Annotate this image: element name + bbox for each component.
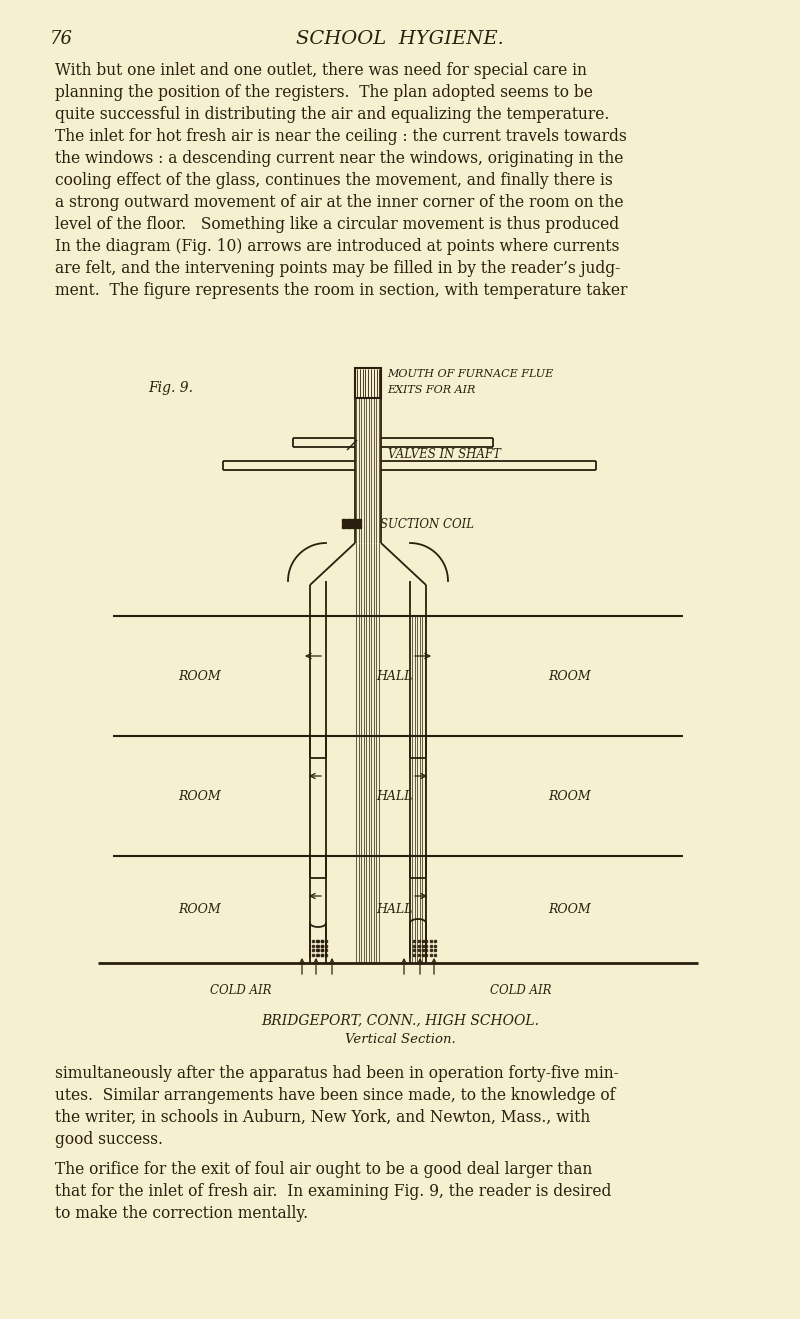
Text: COLD AIR: COLD AIR [490,984,551,997]
Text: HALL: HALL [376,790,412,802]
Text: are felt, and the intervening points may be filled in by the reader’s judg-: are felt, and the intervening points may… [55,260,620,277]
Text: HALL: HALL [376,904,412,915]
Text: The inlet for hot fresh air is near the ceiling : the current travels towards: The inlet for hot fresh air is near the … [55,128,626,145]
Text: COLD AIR: COLD AIR [210,984,271,997]
Text: utes.  Similar arrangements have been since made, to the knowledge of: utes. Similar arrangements have been sin… [55,1087,615,1104]
Text: SUCTION COIL: SUCTION COIL [380,518,474,532]
Text: EXITS FOR AIR: EXITS FOR AIR [387,385,475,394]
Text: quite successful in distributing the air and equalizing the temperature.: quite successful in distributing the air… [55,106,610,123]
Text: Vertical Section.: Vertical Section. [345,1033,455,1046]
Text: ROOM: ROOM [548,670,590,682]
Text: Fig. 9.: Fig. 9. [148,381,193,394]
Text: level of the floor.   Something like a circular movement is thus produced: level of the floor. Something like a cir… [55,216,619,233]
Text: With but one inlet and one outlet, there was need for special care in: With but one inlet and one outlet, there… [55,62,587,79]
Text: ROOM: ROOM [548,790,590,802]
Text: BRIDGEPORT, CONN., HIGH SCHOOL.: BRIDGEPORT, CONN., HIGH SCHOOL. [261,1013,539,1028]
Bar [355,368,381,398]
Text: ment.  The figure represents the room in section, with temperature taker: ment. The figure represents the room in … [55,282,627,299]
Text: ROOM: ROOM [178,790,221,802]
Text: the writer, in schools in Auburn, New York, and Newton, Mass., with: the writer, in schools in Auburn, New Yo… [55,1109,590,1126]
Text: the windows : a descending current near the windows, originating in the: the windows : a descending current near … [55,150,623,168]
Text: ROOM: ROOM [178,670,221,682]
Text: cooling effect of the glass, continues the movement, and finally there is: cooling effect of the glass, continues t… [55,171,613,189]
Text: ROOM: ROOM [548,904,590,915]
Text: a strong outward movement of air at the inner corner of the room on the: a strong outward movement of air at the … [55,194,623,211]
Text: planning the position of the registers.  The plan adopted seems to be: planning the position of the registers. … [55,84,593,102]
Text: The orifice for the exit of foul air ought to be a good deal larger than: The orifice for the exit of foul air oug… [55,1161,592,1178]
Text: SCHOOL  HYGIENE.: SCHOOL HYGIENE. [296,30,504,47]
Text: to make the correction mentally.: to make the correction mentally. [55,1206,308,1221]
Text: VALVES IN SHAFT: VALVES IN SHAFT [388,448,501,462]
Text: simultaneously after the apparatus had been in operation forty-five min-: simultaneously after the apparatus had b… [55,1064,618,1082]
Text: that for the inlet of fresh air.  In examining Fig. 9, the reader is desired: that for the inlet of fresh air. In exam… [55,1183,611,1200]
Text: MOUTH OF FURNACE FLUE: MOUTH OF FURNACE FLUE [387,369,554,379]
Text: good success.: good success. [55,1130,163,1148]
Text: In the diagram (Fig. 10) arrows are introduced at points where currents: In the diagram (Fig. 10) arrows are intr… [55,237,619,255]
Text: 76: 76 [50,30,73,47]
Text: HALL: HALL [376,670,412,682]
Text: ROOM: ROOM [178,904,221,915]
